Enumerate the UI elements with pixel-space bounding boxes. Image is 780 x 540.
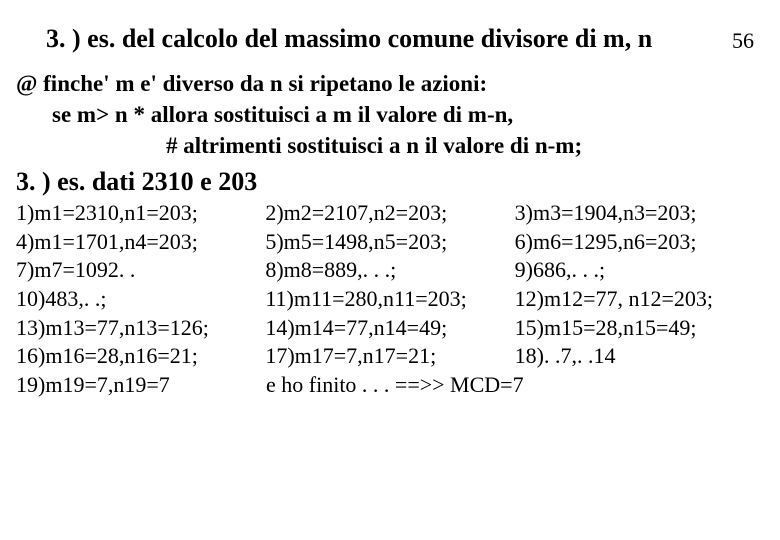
step-cell: 11)m11=280,n11=203;	[265, 285, 514, 314]
step-cell: 15)m15=28,n15=49;	[515, 314, 764, 343]
algo-line-1: @ finche' m e' diverso da n si ripetano …	[16, 68, 764, 99]
step-cell: 13)m13=77,n13=126;	[16, 314, 265, 343]
step-cell: 6)m6=1295,n6=203;	[515, 228, 764, 257]
steps-row: 7)m7=1092. . 8)m8=889,. . .; 9)686,. . .…	[16, 256, 764, 285]
step-cell: 2)m2=2107,n2=203;	[265, 199, 514, 228]
step-cell: 17)m17=7,n17=21;	[265, 342, 514, 371]
step-cell: 12)m12=77, n12=203;	[515, 285, 764, 314]
slide-title: 3. ) es. del calcolo del massimo comune …	[46, 24, 764, 54]
algorithm-block: @ finche' m e' diverso da n si ripetano …	[16, 68, 764, 161]
page-number: 56	[732, 28, 754, 54]
steps-row: 4)m1=1701,n4=203; 5)m5=1498,n5=203; 6)m6…	[16, 228, 764, 257]
steps-row: 10)483,. .; 11)m11=280,n11=203; 12)m12=7…	[16, 285, 764, 314]
step-cell: 5)m5=1498,n5=203;	[265, 228, 514, 257]
steps-row: 19)m19=7,n19=7 e ho finito . . . ==>> MC…	[16, 371, 764, 400]
step-cell: 3)m3=1904,n3=203;	[515, 199, 764, 228]
step-cell: 7)m7=1092. .	[16, 256, 265, 285]
step-cell: 8)m8=889,. . .;	[265, 256, 514, 285]
step-cell: 4)m1=1701,n4=203;	[16, 228, 265, 257]
step-result: e ho finito . . . ==>> MCD=7	[266, 371, 764, 400]
step-cell: 9)686,. . .;	[515, 256, 764, 285]
step-cell: 16)m16=28,n16=21;	[16, 342, 265, 371]
steps-row: 1)m1=2310,n1=203; 2)m2=2107,n2=203; 3)m3…	[16, 199, 764, 228]
step-cell: 18). .7,. .14	[515, 342, 764, 371]
slide-page: 56 3. ) es. del calcolo del massimo comu…	[0, 0, 780, 540]
step-cell: 10)483,. .;	[16, 285, 265, 314]
step-cell: 1)m1=2310,n1=203;	[16, 199, 265, 228]
algo-line-3: # altrimenti sostituisci a n il valore d…	[166, 130, 764, 161]
step-cell: 19)m19=7,n19=7	[16, 371, 266, 400]
example-subtitle: 3. ) es. dati 2310 e 203	[16, 167, 764, 197]
steps-block: 1)m1=2310,n1=203; 2)m2=2107,n2=203; 3)m3…	[16, 199, 764, 399]
steps-row: 16)m16=28,n16=21; 17)m17=7,n17=21; 18). …	[16, 342, 764, 371]
step-cell: 14)m14=77,n14=49;	[265, 314, 514, 343]
algo-line-2: se m> n * allora sostituisci a m il valo…	[52, 99, 764, 130]
steps-row: 13)m13=77,n13=126; 14)m14=77,n14=49; 15)…	[16, 314, 764, 343]
